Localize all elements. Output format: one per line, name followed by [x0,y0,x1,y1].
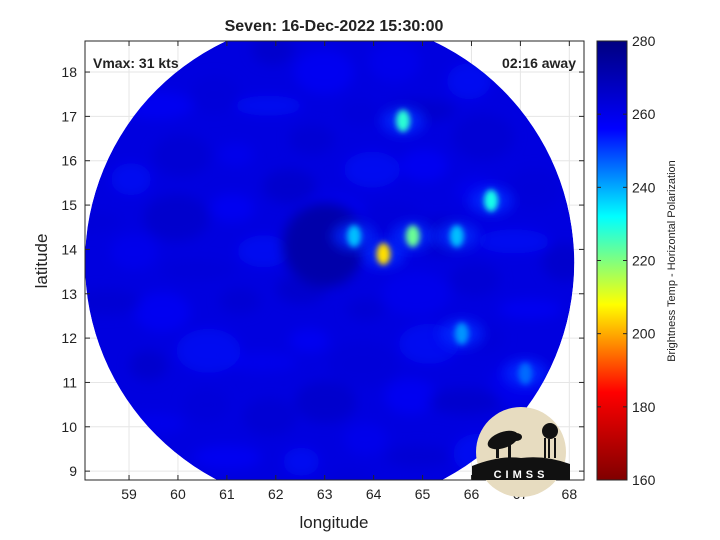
y-tick: 13 [61,286,584,302]
x-tick-label: 65 [415,486,431,502]
convection-mark [469,186,514,215]
convection-mark [361,239,406,268]
y-tick: 18 [61,64,584,80]
y-tick-label: 9 [69,463,77,479]
x-tick: 60 [170,41,186,502]
colorbar-tick: 280 [597,33,656,49]
water-tower-icon [542,423,558,458]
plot-frame [84,40,585,481]
y-tick: 9 [69,463,584,479]
x-tick: 66 [464,41,480,502]
colorbar-tick-label: 200 [632,326,656,342]
convection-mark [332,222,377,251]
y-tick-label: 18 [61,64,77,80]
x-tick-label: 62 [268,486,284,502]
y-tick: 14 [61,241,584,257]
x-tick: 61 [219,41,235,502]
y-tick: 12 [61,330,584,346]
y-tick-label: 15 [61,197,77,213]
y-tick-label: 13 [61,286,77,302]
x-tick: 64 [366,41,382,502]
colorbar-tick: 160 [597,472,656,488]
y-tick: 17 [61,108,584,124]
x-tick: 59 [121,41,137,502]
vmax-annotation: Vmax: 31 kts [93,55,179,71]
y-axis-ticks: 9 10 11 12 13 14 15 16 17 18 [61,64,584,479]
y-tick-label: 14 [61,241,77,257]
colorbar-tick: 200 [597,326,656,342]
x-tick-label: 68 [562,486,578,502]
x-tick-label: 66 [464,486,480,502]
colorbar-tick: 180 [597,399,656,415]
convection-mark [439,319,484,348]
x-tick: 63 [317,41,333,502]
colorbar-tick-label: 240 [632,179,656,195]
colorbar-tick-label: 260 [632,106,656,122]
x-tick: 65 [415,41,431,502]
logo-building [472,457,570,480]
x-axis-ticks: 59606162636465666768 [121,41,577,502]
colorbar-tick: 220 [597,253,656,269]
colorbar-tick: 260 [597,106,656,122]
colorbar-tick-label: 160 [632,472,656,488]
y-tick-label: 11 [62,374,77,390]
x-tick-label: 59 [121,486,137,502]
y-tick-label: 17 [61,108,77,124]
satellite-dish-icon [487,430,522,458]
colorbar [596,40,628,481]
colorbar-ticks: 160 180 200 220 240 260 280 [597,33,656,488]
convection-mark [503,359,548,388]
x-tick: 62 [268,41,284,502]
colorbar-label: Brightness Temp - Horizontal Polarizatio… [666,160,678,362]
colorbar-tick-label: 220 [632,253,656,269]
chart-title: Seven: 16-Dec-2022 15:30:00 [225,18,444,35]
logo-text: CIMSS [494,469,549,481]
colorbar-tick: 240 [597,179,656,195]
colorbar-tick-label: 180 [632,399,656,415]
logo-disc [476,407,566,497]
x-tick-label: 61 [219,486,235,502]
x-tick-label: 63 [317,486,333,502]
y-tick: 16 [61,153,584,169]
colorbar-tick-label: 280 [632,33,656,49]
y-tick: 15 [61,197,584,213]
x-axis-label: longitude [299,513,368,532]
x-tick-label: 64 [366,486,382,502]
convection-mark [380,106,425,135]
convection-mark [434,222,479,251]
y-tick: 10 [61,419,584,435]
swath-layer [85,41,575,480]
y-tick: 11 [62,374,584,390]
cimss-logo: CIMSS [472,407,570,497]
time-offset-annotation: 02:16 away [502,55,576,71]
x-tick-label: 60 [170,486,186,502]
y-tick-label: 16 [61,153,77,169]
y-tick-label: 12 [61,330,77,346]
convection-mark [390,222,435,251]
y-axis-label: latitude [32,234,51,289]
y-tick-label: 10 [61,419,77,435]
